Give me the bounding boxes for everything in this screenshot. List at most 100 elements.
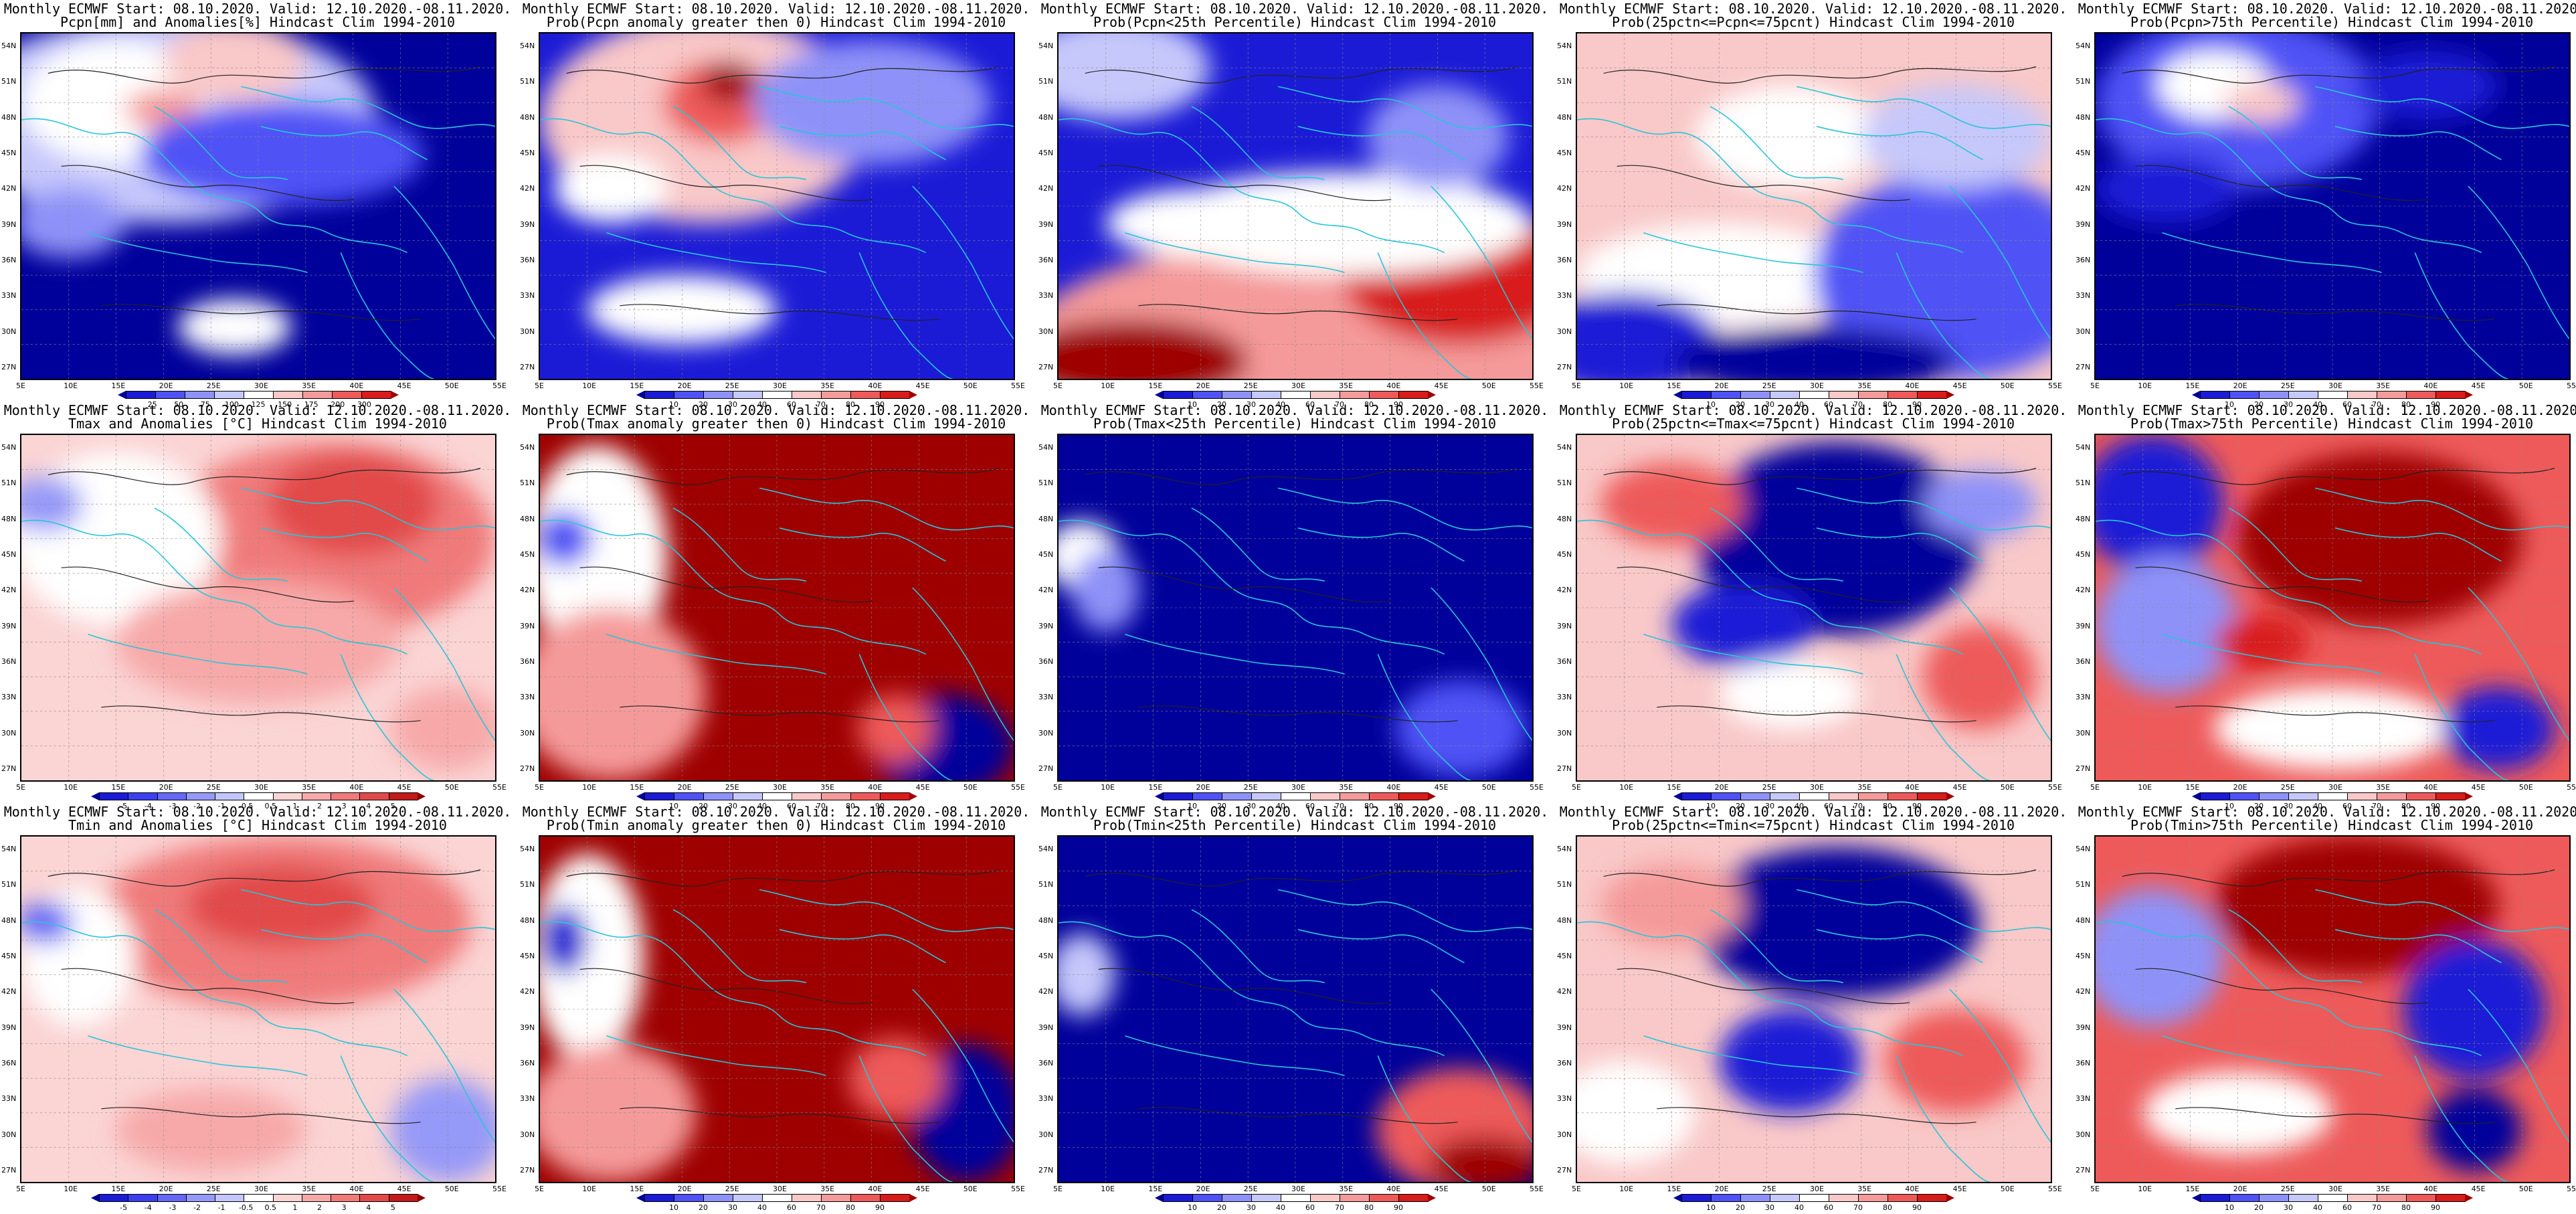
lat-tick-label: 27N <box>1 363 17 371</box>
map-panel: Monthly ECMWF Start: 08.10.2020. Valid: … <box>1037 0 1552 409</box>
colorbar-swatch <box>762 391 792 399</box>
colorbar-left-arrow <box>636 1194 644 1202</box>
contour-line <box>1138 1107 1458 1124</box>
coastline <box>1796 487 2051 531</box>
lat-tick-label: 27N <box>2076 764 2091 773</box>
lon-tick-label: 20E <box>1714 1185 1729 1193</box>
lon-tick-label: 50E <box>2518 783 2533 792</box>
lat-tick-label: 36N <box>1557 256 1572 264</box>
colorbar-swatch <box>1192 1194 1222 1202</box>
colorbar-swatch <box>1770 792 1800 800</box>
colorbar-swatch <box>1711 1194 1741 1202</box>
lon-tick-label: 25E <box>206 1185 221 1193</box>
coastline <box>2468 587 2569 741</box>
lon-tick-label: 50E <box>444 381 459 390</box>
coastline <box>1643 232 1863 273</box>
lon-tick-label: 45E <box>397 381 411 390</box>
lat-tick-label: 45N <box>1 149 17 157</box>
colorbar-swatch <box>215 1194 245 1202</box>
contour-line <box>1617 968 1910 1005</box>
coastline <box>1796 86 2051 129</box>
field-region <box>1671 327 1956 379</box>
lon-tick-label: 20E <box>159 783 173 792</box>
map-canvas <box>1577 33 2051 379</box>
lon-tick-label: 5E <box>1572 783 1581 792</box>
lon-tick-label: 20E <box>1196 1185 1210 1193</box>
coastline <box>2334 527 2502 562</box>
lon-tick-label: 5E <box>16 381 25 390</box>
lat-tick-label: 36N <box>1038 1059 1054 1067</box>
lon-tick-label: 5E <box>1572 381 1581 390</box>
lat-tick-label: 54N <box>1038 443 1054 452</box>
lat-tick-label: 54N <box>1 845 17 853</box>
lon-tick-label: 30E <box>773 381 787 390</box>
field-region <box>2142 1071 2332 1154</box>
lat-tick-label: 33N <box>520 693 535 702</box>
lat-tick-label: 51N <box>520 479 535 488</box>
coastline <box>540 921 927 1057</box>
colorbar-label: 40 <box>757 802 767 810</box>
lon-tick-label: 55E <box>1530 1185 1544 1193</box>
coastline <box>858 1055 953 1182</box>
coastline <box>606 232 826 273</box>
coastline <box>2314 487 2569 531</box>
map-panel: Monthly ECMWF Start: 08.10.2020. Valid: … <box>2074 402 2576 810</box>
contour-line <box>620 304 939 321</box>
colorbar-left-arrow <box>1673 1194 1681 1202</box>
contour-line <box>48 468 481 485</box>
lon-tick-label: 20E <box>159 381 173 390</box>
lon-tick-label: 25E <box>1762 381 1776 390</box>
contour-line <box>2122 468 2555 485</box>
coastline <box>1277 889 1532 932</box>
lat-tick-label: 39N <box>520 621 535 630</box>
panel-header: Monthly ECMWF Start: 08.10.2020. Valid: … <box>1040 804 1549 820</box>
lon-tick-label: 10E <box>582 381 597 390</box>
colorbar-swatch <box>1681 391 1712 399</box>
colorbar-swatch <box>1858 391 1888 399</box>
colorbar-right-arrow <box>391 391 399 399</box>
coastline <box>2414 1055 2508 1182</box>
coastline <box>240 487 495 531</box>
lat-tick-label: 39N <box>1 1023 17 1032</box>
lat-tick-label: 51N <box>2076 77 2091 86</box>
map-field <box>2094 434 2571 782</box>
colorbar-left-arrow <box>118 391 126 399</box>
contour-line <box>2175 304 2495 321</box>
colorbar-swatch <box>703 1194 733 1202</box>
colorbar-label: 20 <box>1736 400 1745 409</box>
coastline <box>1125 1035 1345 1076</box>
panel-header: Monthly ECMWF Start: 08.10.2020. Valid: … <box>2078 1 2576 17</box>
lon-tick-label: 40E <box>868 381 883 390</box>
lon-tick-label: 45E <box>915 381 930 390</box>
colorbar-label: 90 <box>1912 802 1922 810</box>
coastline <box>260 126 428 161</box>
lat-tick-label: 48N <box>1038 514 1054 523</box>
coastline <box>1297 929 1465 964</box>
colorbar-label: 10 <box>669 802 678 810</box>
coastline <box>2228 507 2362 582</box>
lon-tick-label: 55E <box>1011 783 1025 792</box>
lon-tick-label: 10E <box>1101 783 1115 792</box>
lat-tick-label: 27N <box>1557 764 1572 773</box>
colorbar-swatch <box>1711 391 1741 399</box>
colorbar-label: 2 <box>317 802 323 810</box>
field-region <box>554 154 668 224</box>
lon-tick-label: 10E <box>582 1185 597 1193</box>
lat-tick-label: 48N <box>1 112 17 122</box>
lon-tick-label: 30E <box>254 1185 268 1193</box>
coastline <box>1710 909 1843 984</box>
colorbar-label: 90 <box>2431 400 2440 409</box>
lon-tick-label: 55E <box>2567 1185 2576 1193</box>
colorbar: 25 50 75 100 125 150 175 200 300 <box>118 391 399 411</box>
lat-tick-label: 27N <box>2076 363 2091 371</box>
colorbar-swatch <box>272 1194 302 1202</box>
lon-tick-label: 35E <box>1857 1185 1872 1193</box>
lat-tick-label: 36N <box>520 1059 535 1067</box>
coastline <box>858 654 953 780</box>
colorbar-label: 90 <box>875 802 885 810</box>
colorbar-swatch <box>880 1194 910 1202</box>
colorbar-swatch <box>244 1194 274 1202</box>
field-region <box>1719 1009 1861 1113</box>
colorbar-label: 20 <box>2254 802 2264 810</box>
map-canvas <box>2096 33 2569 379</box>
